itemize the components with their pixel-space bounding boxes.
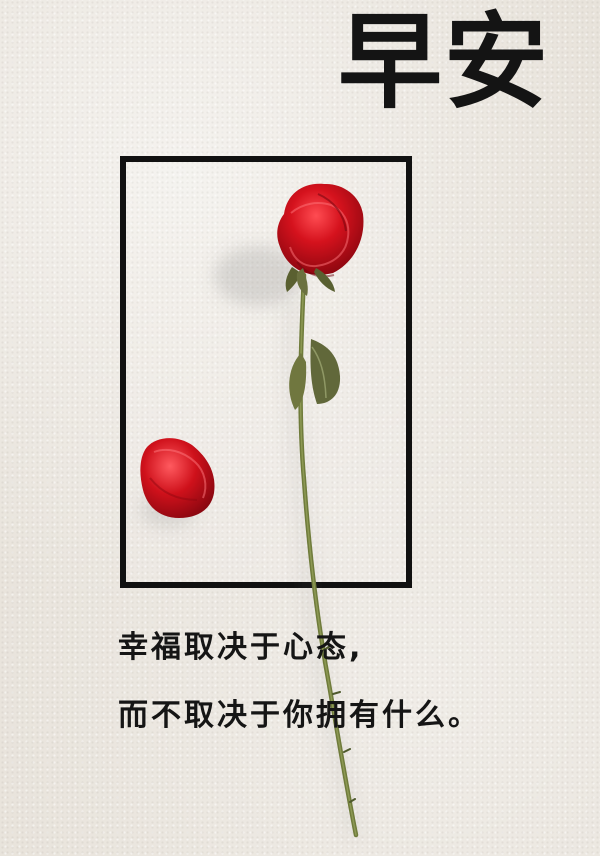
fallen-rose-petal <box>140 438 215 518</box>
rose-bloom <box>277 183 364 278</box>
greeting-title: 早安 <box>338 0 551 123</box>
rose-sepals <box>285 267 335 296</box>
rose-shadow <box>140 246 359 836</box>
quote-line-2: 而不取决于你拥有什么。 <box>118 698 481 733</box>
quote-line-1: 幸福取决于心态, <box>118 630 364 665</box>
leaf-cluster <box>289 339 341 410</box>
